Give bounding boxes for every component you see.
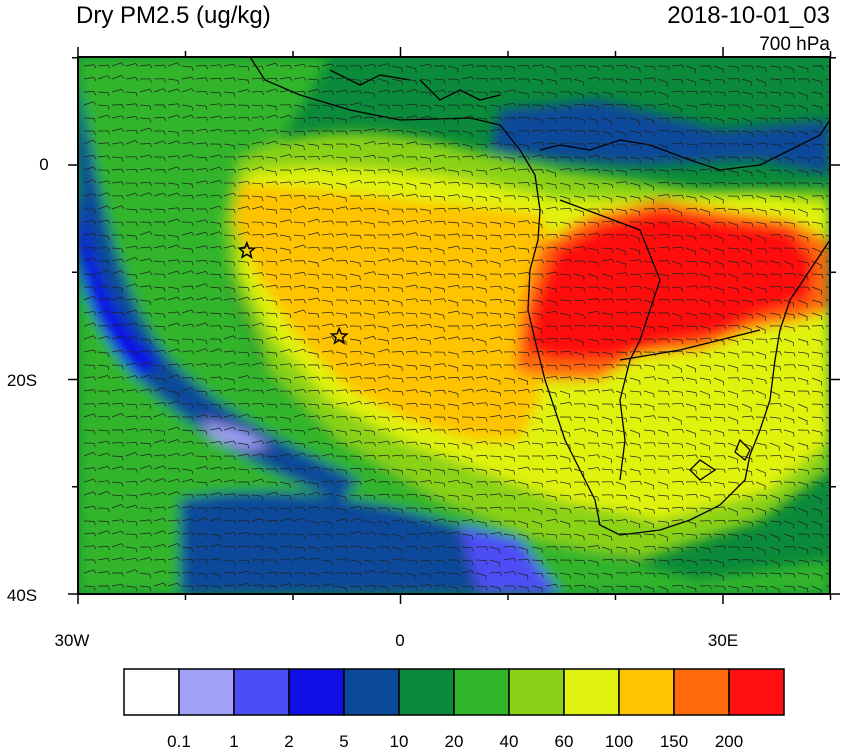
colorbar-swatch (398, 668, 455, 716)
lat-label-20s: 20S (7, 371, 37, 390)
plot-title: Dry PM2.5 (ug/kg) (76, 2, 271, 29)
colorbar-label: 5 (339, 732, 348, 750)
axis-ticks (68, 47, 840, 604)
colorbar-swatch (178, 668, 235, 716)
lon-label-30e: 30E (708, 631, 738, 650)
lon-label-30w: 30W (55, 631, 90, 650)
colorbar-swatch (343, 668, 400, 716)
colorbar-label: 2 (284, 732, 293, 750)
lon-label-0: 0 (395, 631, 404, 650)
colorbar-label: 10 (390, 732, 409, 750)
colorbar-swatch (288, 668, 345, 716)
colorbar-label: 200 (715, 732, 743, 750)
colorbar-swatch (728, 668, 785, 716)
observation-markers (237, 240, 349, 345)
colorbar-swatch (508, 668, 565, 716)
colorbar: 0.1 1 2 5 10 20 40 60 100 150 200 (123, 668, 785, 751)
star-marker-2 (329, 326, 349, 345)
colorbar-swatch (563, 668, 620, 716)
coastlines (249, 57, 830, 536)
lat-label-40s: 40S (7, 586, 37, 605)
map-frame (77, 56, 831, 595)
colorbar-label: 60 (555, 732, 574, 750)
star-marker-1 (237, 240, 257, 259)
colorbar-label: 1 (229, 732, 238, 750)
pressure-level: 700 hPa (759, 34, 830, 55)
colorbar-label: 0.1 (167, 732, 191, 750)
colorbar-label: 100 (605, 732, 633, 750)
colorbar-swatch (618, 668, 675, 716)
colorbar-swatch (673, 668, 730, 716)
colorbar-swatch (123, 668, 180, 716)
colorbar-label: 40 (500, 732, 519, 750)
colorbar-swatch (453, 668, 510, 716)
wind-barbs (83, 62, 830, 594)
colorbar-label: 20 (445, 732, 464, 750)
plot-datetime: 2018-10-01_03 (667, 2, 830, 29)
colorbar-swatch (233, 668, 290, 716)
colorbar-label: 150 (660, 732, 688, 750)
pm25-field (78, 57, 830, 594)
lat-label-0: 0 (39, 155, 48, 174)
